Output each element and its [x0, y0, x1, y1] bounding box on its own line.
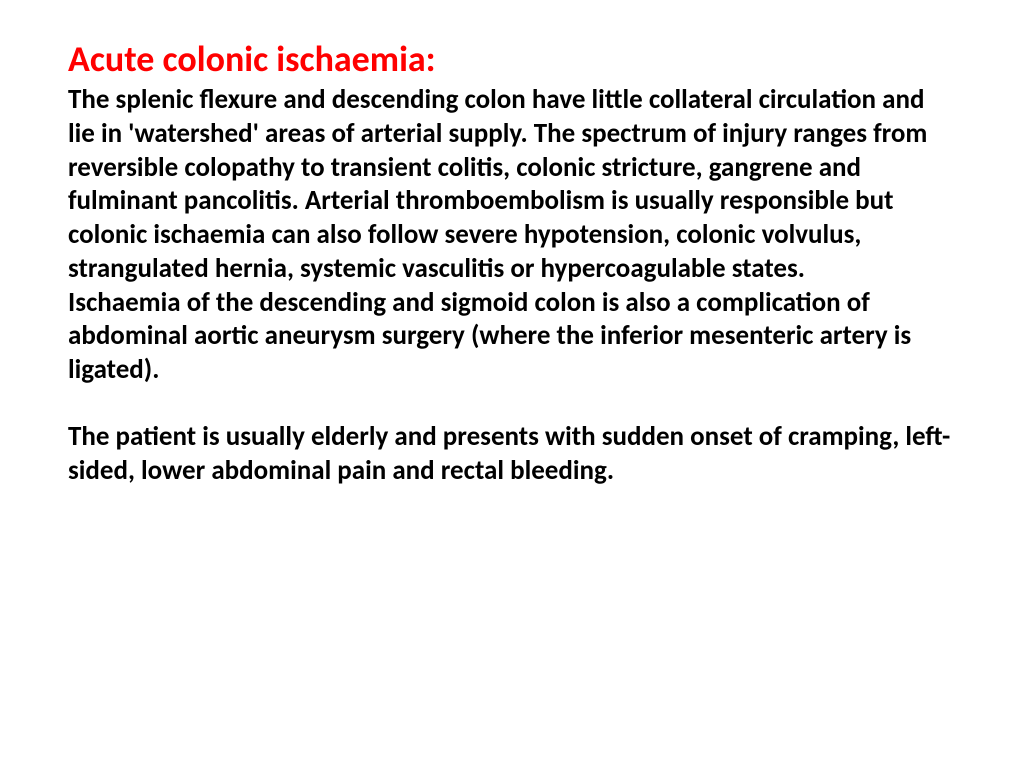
paragraph-2: Ischaemia of the descending and sigmoid … — [68, 286, 956, 387]
slide-title: Acute colonic ischaemia: — [68, 38, 956, 81]
paragraph-3: The patient is usually elderly and prese… — [68, 420, 956, 488]
paragraph-1: The splenic flexure and descending colon… — [68, 83, 956, 286]
